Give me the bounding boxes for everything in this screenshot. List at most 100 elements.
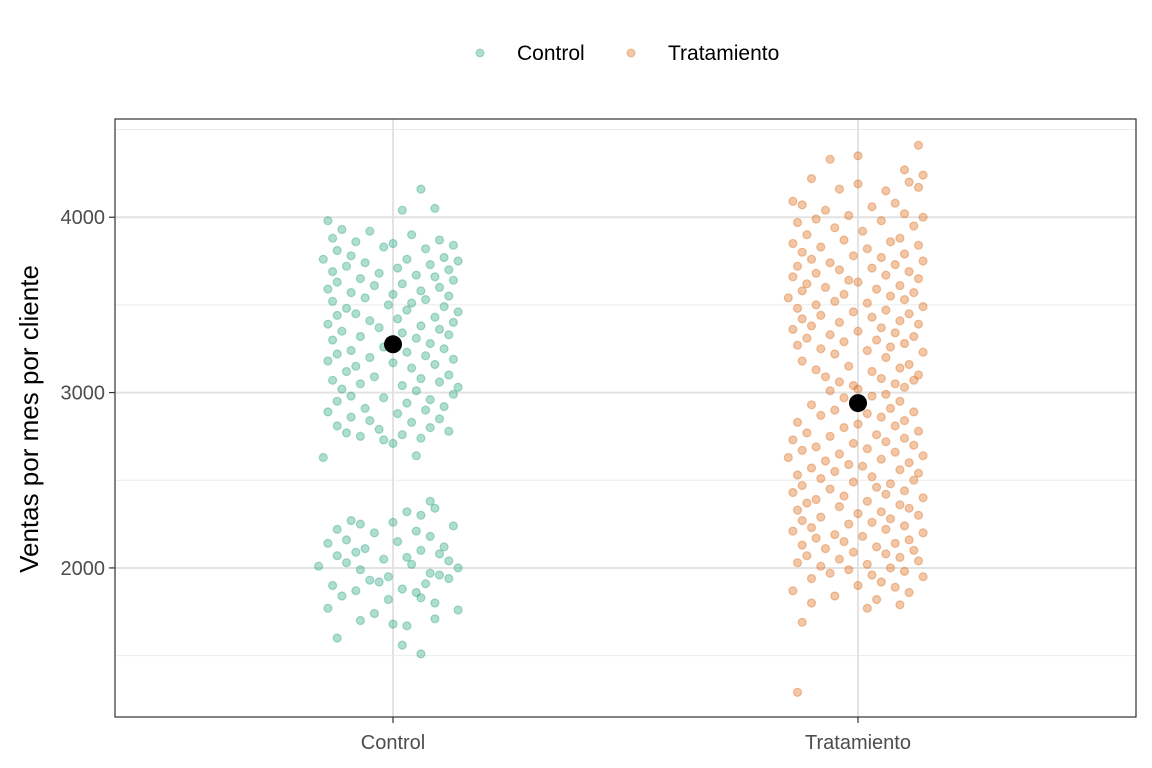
y-tick-label: 3000 bbox=[61, 383, 106, 405]
data-point-control bbox=[397, 328, 407, 338]
data-point-control bbox=[341, 535, 352, 545]
data-point-tratamiento bbox=[918, 256, 928, 266]
data-point-control bbox=[453, 256, 463, 266]
data-point-tratamiento bbox=[820, 372, 831, 382]
data-point-tratamiento bbox=[918, 212, 928, 222]
data-point-control bbox=[444, 426, 454, 436]
data-point-control bbox=[355, 615, 365, 626]
data-point-tratamiento bbox=[816, 344, 826, 354]
data-point-tratamiento bbox=[867, 202, 877, 212]
data-point-tratamiento bbox=[909, 440, 919, 450]
data-point-tratamiento bbox=[830, 223, 840, 233]
data-point-tratamiento bbox=[876, 577, 886, 587]
data-point-tratamiento bbox=[876, 454, 886, 464]
data-point-control bbox=[369, 281, 379, 291]
data-point-tratamiento bbox=[895, 316, 905, 326]
data-point-tratamiento bbox=[839, 337, 849, 347]
data-point-control bbox=[407, 230, 417, 240]
data-point-tratamiento bbox=[881, 305, 891, 315]
data-point-control bbox=[434, 414, 445, 424]
data-point-tratamiento bbox=[834, 184, 845, 194]
data-point-tratamiento bbox=[788, 324, 798, 334]
data-point-control bbox=[332, 524, 342, 535]
data-point-tratamiento bbox=[844, 275, 854, 285]
data-point-tratamiento bbox=[792, 303, 803, 313]
data-point-tratamiento bbox=[820, 543, 831, 554]
data-point-tratamiento bbox=[895, 363, 905, 373]
data-point-tratamiento bbox=[788, 272, 798, 282]
data-point-control bbox=[397, 640, 407, 650]
data-point-tratamiento bbox=[890, 447, 900, 457]
data-point-tratamiento bbox=[830, 466, 840, 477]
data-point-tratamiento bbox=[797, 515, 807, 526]
data-point-control bbox=[388, 517, 398, 527]
data-point-control bbox=[365, 575, 375, 585]
data-point-control bbox=[425, 395, 435, 405]
data-point-control bbox=[425, 260, 435, 270]
data-point-tratamiento bbox=[834, 377, 845, 387]
axes: 2000 3000 4000 Control Tratamiento bbox=[61, 207, 911, 754]
data-point-tratamiento bbox=[839, 393, 849, 403]
data-point-control bbox=[434, 570, 445, 580]
data-point-tratamiento bbox=[797, 356, 807, 366]
data-point-control bbox=[332, 349, 342, 359]
data-point-tratamiento bbox=[816, 512, 826, 522]
data-point-control bbox=[439, 344, 449, 354]
data-point-tratamiento bbox=[881, 549, 891, 559]
data-point-tratamiento bbox=[885, 514, 896, 524]
data-point-control bbox=[416, 510, 426, 520]
data-point-tratamiento bbox=[797, 617, 807, 627]
data-point-tratamiento bbox=[899, 416, 910, 426]
data-point-control bbox=[318, 452, 328, 463]
data-point-tratamiento bbox=[862, 603, 872, 613]
data-point-control bbox=[425, 496, 435, 506]
data-point-tratamiento bbox=[876, 412, 886, 422]
data-point-control bbox=[421, 244, 431, 254]
data-point-control bbox=[351, 547, 361, 557]
data-point-tratamiento bbox=[853, 179, 863, 189]
data-point-control bbox=[360, 403, 370, 413]
data-point-tratamiento bbox=[806, 174, 817, 184]
data-point-tratamiento bbox=[788, 487, 798, 498]
data-point-tratamiento bbox=[834, 502, 845, 512]
y-axis-title: Ventas por mes por cliente bbox=[14, 265, 44, 573]
data-point-control bbox=[393, 536, 403, 547]
data-point-tratamiento bbox=[881, 186, 891, 196]
data-point-tratamiento bbox=[825, 484, 835, 494]
data-point-control bbox=[402, 347, 412, 357]
data-point-tratamiento bbox=[909, 221, 919, 231]
data-point-tratamiento bbox=[867, 391, 877, 401]
data-point-control bbox=[369, 528, 379, 538]
data-point-tratamiento bbox=[788, 526, 798, 536]
data-point-control bbox=[332, 310, 342, 320]
data-point-tratamiento bbox=[913, 240, 924, 250]
grid bbox=[115, 119, 1136, 717]
data-point-tratamiento bbox=[848, 251, 859, 261]
data-point-tratamiento bbox=[797, 286, 807, 296]
data-point-control bbox=[351, 237, 361, 247]
data-point-tratamiento bbox=[853, 580, 863, 591]
data-point-control bbox=[379, 435, 389, 445]
data-point-control bbox=[430, 359, 440, 370]
data-point-control bbox=[323, 603, 333, 613]
data-point-control bbox=[388, 238, 398, 249]
data-point-tratamiento bbox=[867, 312, 877, 322]
data-point-tratamiento bbox=[844, 361, 854, 371]
y-tick-label: 2000 bbox=[61, 558, 106, 580]
data-point-control bbox=[369, 372, 379, 382]
data-point-control bbox=[346, 412, 356, 422]
data-point-control bbox=[388, 438, 398, 448]
data-point-tratamiento bbox=[848, 307, 859, 317]
data-point-control bbox=[332, 245, 342, 256]
data-point-control bbox=[407, 298, 417, 308]
data-point-control bbox=[337, 591, 347, 601]
mean-point-control bbox=[384, 335, 402, 354]
data-point-control bbox=[453, 307, 463, 317]
data-point-control bbox=[411, 333, 421, 343]
data-point-tratamiento bbox=[783, 452, 793, 463]
data-point-tratamiento bbox=[862, 444, 872, 454]
data-point-tratamiento bbox=[830, 405, 840, 415]
data-point-control bbox=[434, 235, 445, 245]
data-point-tratamiento bbox=[811, 300, 821, 310]
data-point-tratamiento bbox=[853, 384, 863, 394]
